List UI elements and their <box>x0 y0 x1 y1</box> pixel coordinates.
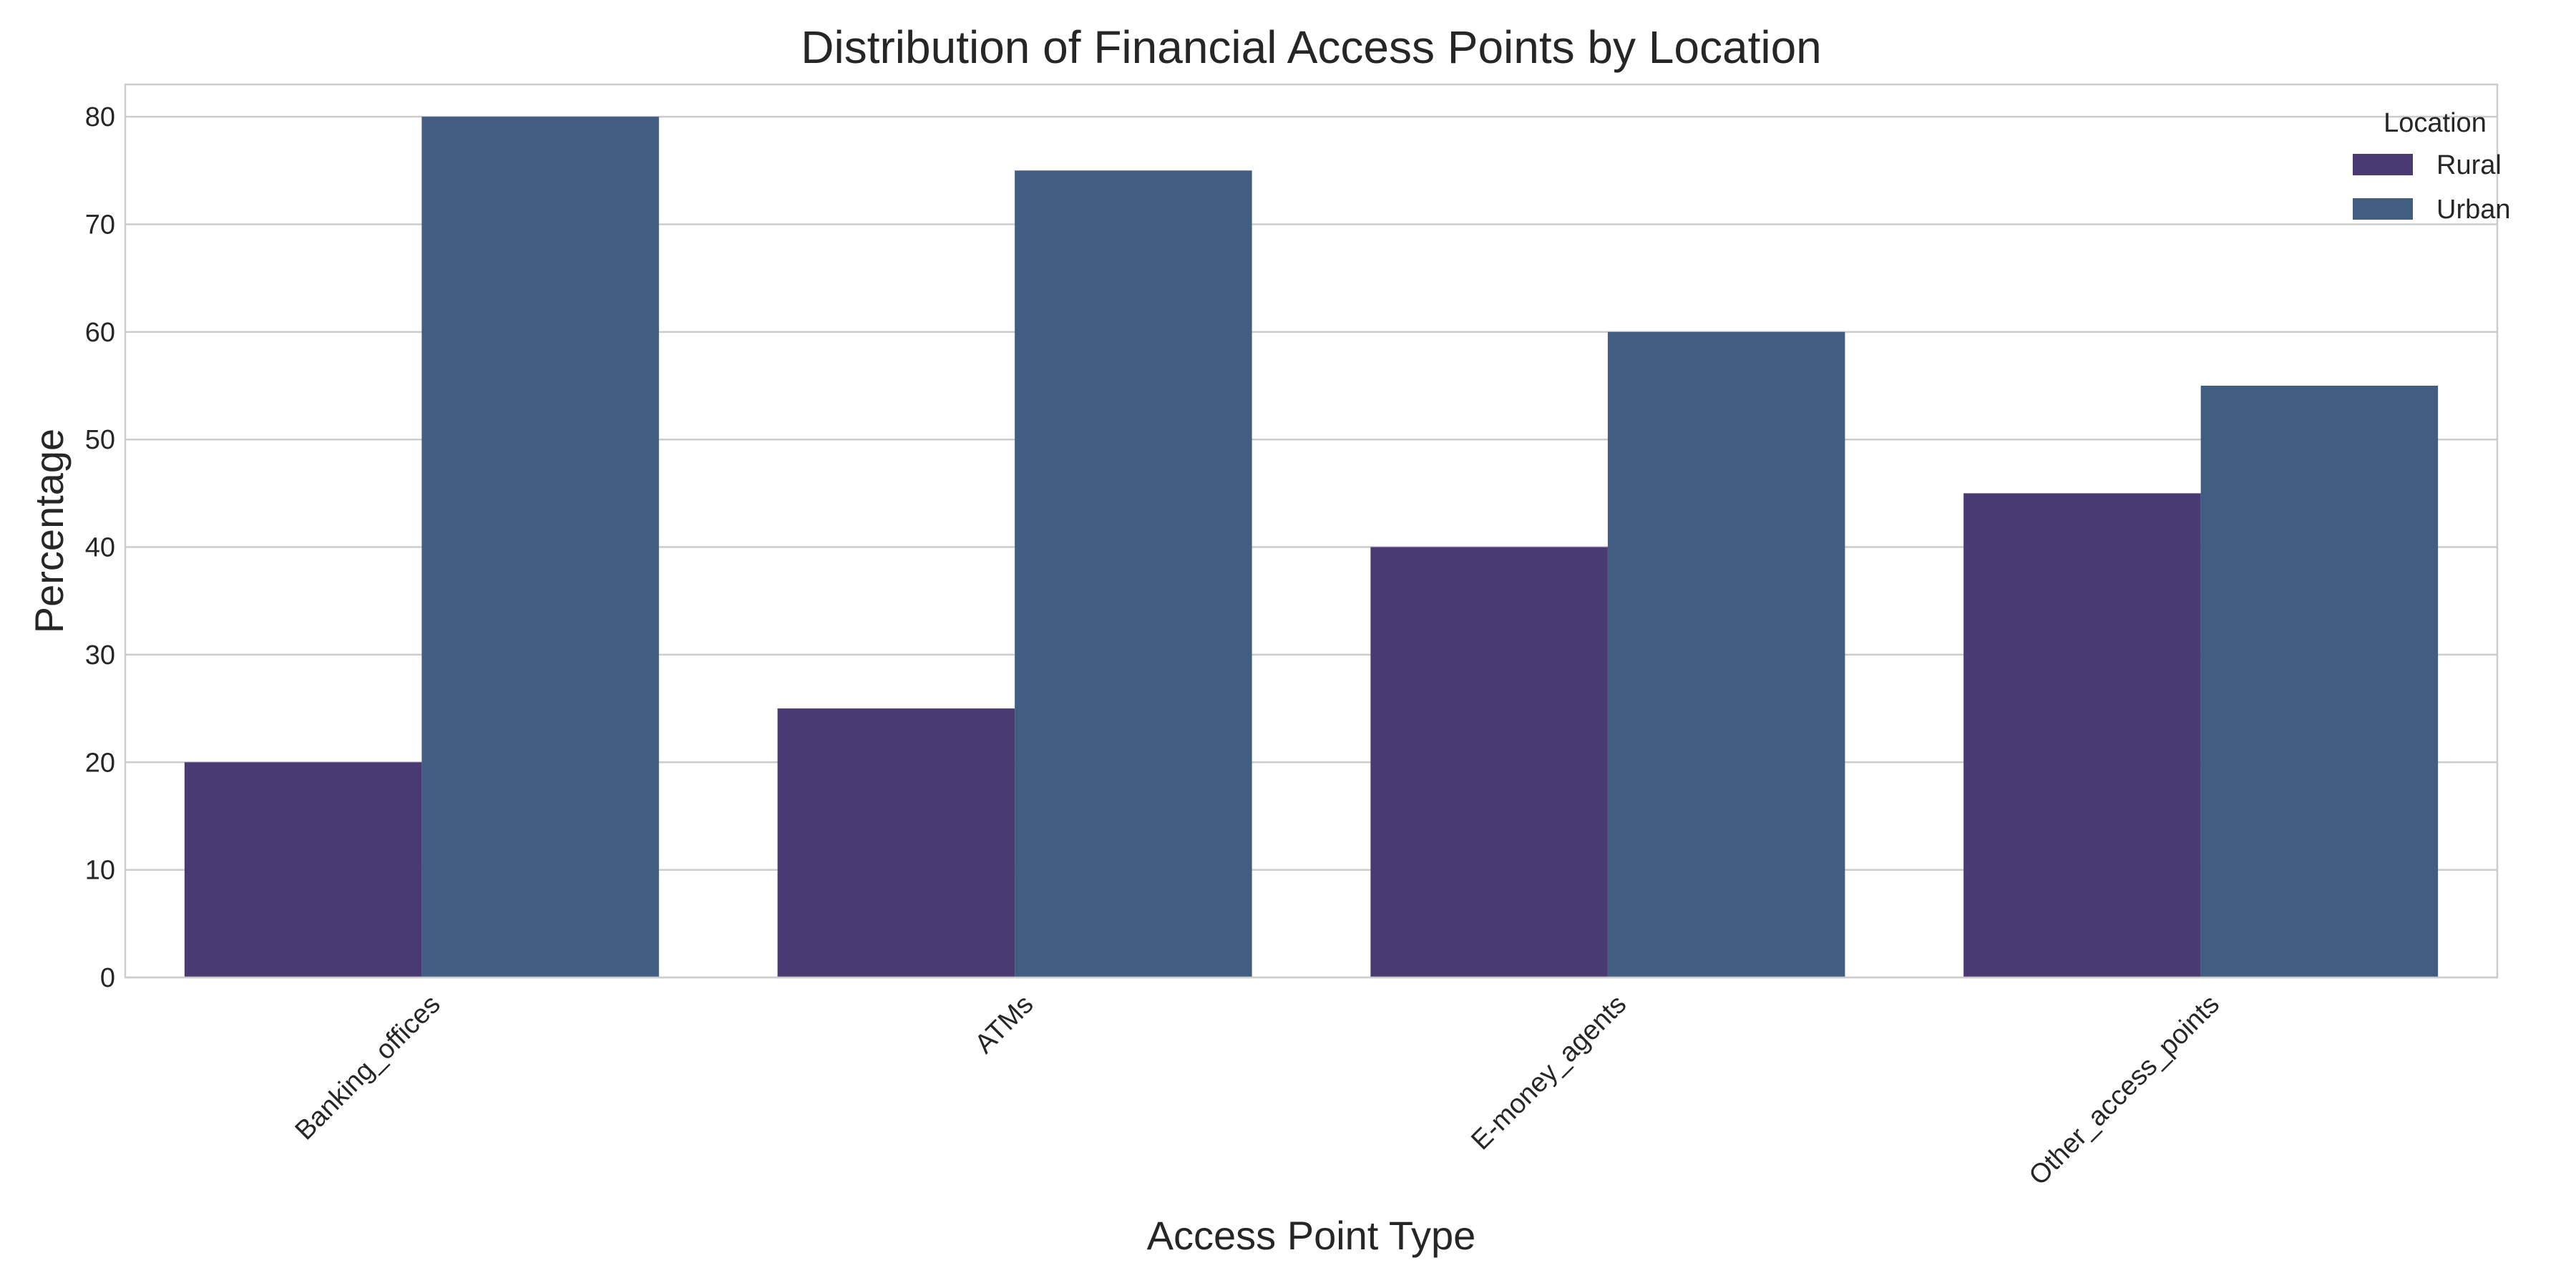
legend: Location Rural Urban <box>2353 108 2511 225</box>
y-tick-label: 40 <box>85 533 115 563</box>
bar-urban-e-money-agents <box>1607 331 1845 978</box>
y-tick-label: 0 <box>100 963 115 993</box>
legend-label-urban: Urban <box>2436 195 2511 225</box>
y-tick-label: 20 <box>85 748 115 778</box>
x-axis-label: Access Point Type <box>1147 1213 1476 1258</box>
bar-urban-banking-offices <box>421 117 659 978</box>
plot-frame <box>124 83 2499 979</box>
y-axis-label: Percentage <box>26 429 72 633</box>
y-axis-ticks: 0 10 20 30 40 50 60 70 80 <box>85 102 115 993</box>
x-tick-label: ATMs <box>970 990 1040 1060</box>
y-tick-label: 30 <box>85 640 115 670</box>
y-tick-label: 80 <box>85 102 115 132</box>
legend-items: Rural Urban <box>2353 150 2511 225</box>
bar-rural-banking-offices <box>184 762 422 977</box>
legend-swatch-rural <box>2353 154 2413 175</box>
legend-title: Location <box>2384 108 2487 138</box>
bar-urban-other-access-points <box>2200 386 2439 977</box>
x-tick-label: Other_access_points <box>2024 990 2225 1191</box>
y-tick-label: 50 <box>85 425 115 455</box>
x-tick-label: E-money_agents <box>1465 990 1632 1156</box>
x-tick-label: Banking_offices <box>290 990 447 1146</box>
bar-urban-atms <box>1015 170 1252 977</box>
x-axis-ticks: Banking_offices ATMs E-money_agents Other_a… <box>290 990 2225 1191</box>
y-tick-label: 70 <box>85 210 115 240</box>
bar-rural-e-money-agents <box>1370 547 1608 977</box>
y-tick-label: 10 <box>85 856 115 886</box>
chart-title: Distribution of Financial Access Points … <box>801 21 1822 73</box>
legend-label-rural: Rural <box>2436 150 2502 180</box>
bars <box>184 117 2439 978</box>
legend-swatch-urban <box>2353 198 2413 220</box>
bar-rural-other-access-points <box>1963 493 2201 977</box>
bar-rural-atms <box>777 708 1015 977</box>
y-tick-label: 60 <box>85 318 115 348</box>
